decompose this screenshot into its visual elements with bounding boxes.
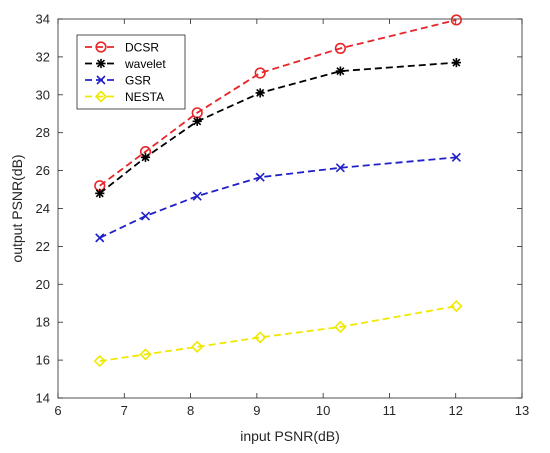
marker-stroke: [96, 75, 106, 85]
y-tick-label: 22: [36, 239, 50, 254]
series-wavelet: [95, 57, 461, 198]
marker-stroke: [95, 233, 105, 243]
data-point: [95, 188, 105, 198]
y-tick-label: 24: [36, 201, 50, 216]
data-point: [335, 66, 345, 76]
y-tick-label: 34: [36, 12, 50, 27]
legend-item: NESTA: [85, 90, 164, 104]
legend-item: GSR: [85, 74, 151, 88]
y-tick-label: 20: [36, 277, 50, 292]
data-point: [334, 42, 346, 54]
legend-box: [76, 34, 186, 110]
y-tick-label: 16: [36, 353, 50, 368]
x-tick-label: 6: [54, 403, 61, 418]
data-point: [255, 172, 265, 182]
y-tick-label: 28: [36, 125, 50, 140]
data-point: [139, 348, 152, 361]
series-line: [99, 61, 457, 195]
data-point: [334, 320, 347, 334]
x-tick-label: 11: [383, 403, 397, 418]
data-point: [192, 191, 202, 201]
series-nesta: [93, 299, 463, 368]
marker-stroke: [255, 172, 265, 182]
marker-stroke: [451, 152, 461, 162]
series-line: [99, 19, 457, 187]
data-point: [192, 116, 202, 126]
y-tick-label: 14: [36, 391, 50, 406]
legend-item: DCSR: [85, 41, 159, 55]
data-point: [335, 163, 345, 173]
data-point: [451, 57, 461, 68]
data-point: [450, 299, 463, 313]
y-tick-label: 30: [36, 87, 50, 102]
x-axis-label: input PSNR(dB): [240, 428, 340, 444]
x-tick-label: 12: [448, 403, 462, 418]
legend-label: GSR: [125, 74, 151, 88]
x-axis-ticks: 6 7 8 9 10 11 12 13: [54, 19, 529, 418]
data-point: [140, 211, 151, 221]
marker-stroke: [95, 189, 104, 198]
data-point: [450, 14, 462, 26]
x-tick-label: 9: [253, 403, 260, 418]
legend-label: wavelet: [124, 57, 166, 71]
marker-stroke: [96, 59, 106, 68]
marker-stroke: [256, 88, 265, 97]
legend-label: NESTA: [125, 90, 164, 104]
data-point: [254, 67, 266, 79]
series-line: [99, 305, 457, 362]
data-point: [254, 331, 267, 344]
data-point: [191, 340, 204, 353]
y-tick-label: 18: [36, 315, 50, 330]
y-tick-label: 32: [36, 49, 50, 64]
data-point: [93, 354, 106, 368]
legend-marker: [96, 58, 106, 69]
y-axis-label: output PSNR(dB): [9, 154, 25, 262]
series-dcsr: [94, 14, 462, 192]
x-tick-label: 10: [316, 403, 330, 418]
data-point: [95, 233, 105, 243]
x-tick-label: 7: [121, 403, 128, 418]
data-point: [255, 88, 265, 98]
data-point: [140, 152, 151, 162]
data-point: [451, 152, 461, 162]
legend-item: wavelet: [85, 57, 166, 71]
y-tick-label: 26: [36, 163, 50, 178]
legend-label: DCSR: [125, 41, 159, 55]
marker-stroke: [193, 117, 202, 126]
marker-stroke: [192, 191, 202, 201]
marker-stroke: [140, 211, 151, 221]
marker-stroke: [335, 163, 345, 173]
marker-stroke: [336, 67, 345, 76]
series-gsr: [95, 152, 461, 243]
x-tick-label: 13: [515, 403, 529, 418]
marker-stroke: [452, 58, 461, 67]
x-tick-label: 8: [187, 403, 194, 418]
series-line: [99, 156, 457, 239]
legend-marker: [96, 75, 106, 85]
y-axis-ticks: 14 16 18 20 22 24 26 28 30 32 34: [36, 12, 522, 406]
legend-marker: [94, 90, 108, 103]
marker-stroke: [141, 153, 150, 162]
legend-marker: [95, 41, 107, 53]
legend: DCSR wavelet GSR NESTA: [76, 34, 186, 110]
series-layer: [93, 14, 463, 368]
